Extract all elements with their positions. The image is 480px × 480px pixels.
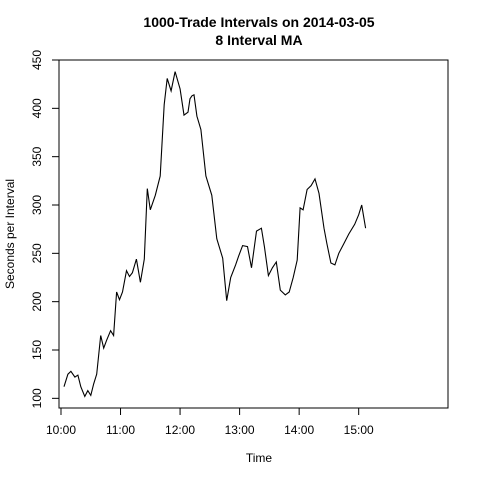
x-tick-label: 15:00 <box>344 423 374 437</box>
y-axis: 100 150 200 250 300 350 400 450 <box>30 50 60 408</box>
y-tick-label: 400 <box>30 98 44 118</box>
y-tick-label: 300 <box>30 195 44 215</box>
y-axis-label: Seconds per Interval <box>3 179 17 289</box>
series-line <box>63 71 367 398</box>
y-tick-label: 450 <box>30 50 44 70</box>
x-tick-label: 10:00 <box>46 423 76 437</box>
x-axis-label: Time <box>246 451 273 465</box>
x-tick-label: 11:00 <box>106 423 135 437</box>
chart-subtitle: 8 Interval MA <box>215 32 302 48</box>
y-tick-label: 150 <box>30 340 44 360</box>
x-tick-label: 14:00 <box>284 423 314 437</box>
y-tick-label: 100 <box>30 388 44 408</box>
y-tick-label: 250 <box>30 243 44 263</box>
y-tick-label: 200 <box>30 291 44 311</box>
x-tick-label: 13:00 <box>225 423 255 437</box>
x-axis: 10:00 11:00 12:00 13:00 14:00 15:00 <box>46 407 374 437</box>
y-tick-label: 350 <box>30 146 44 166</box>
x-tick-label: 12:00 <box>165 423 195 437</box>
chart-title: 1000-Trade Intervals on 2014-03-05 <box>143 14 374 30</box>
